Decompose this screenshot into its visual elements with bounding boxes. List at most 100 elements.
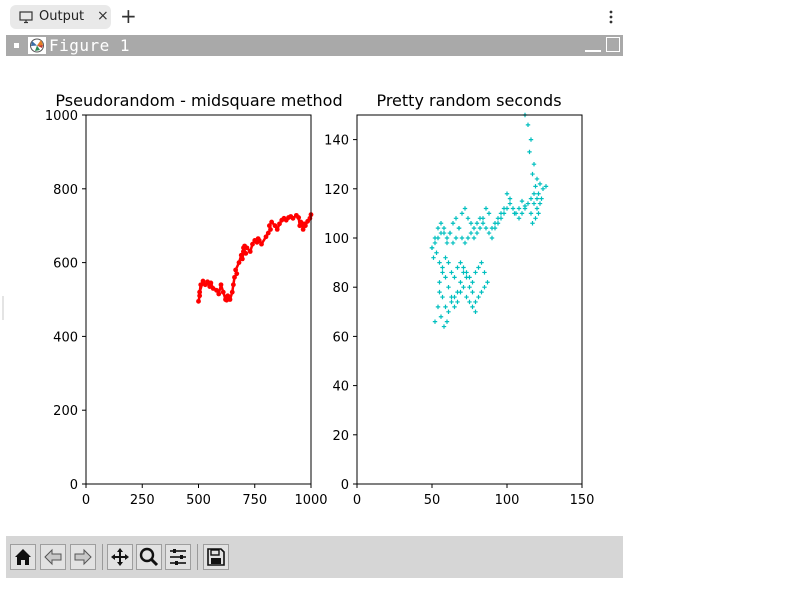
configure-subplots-button[interactable] <box>165 544 191 570</box>
back-arrow-icon <box>44 548 62 566</box>
data-point <box>431 255 436 260</box>
plot-series-group <box>429 112 549 329</box>
data-point <box>197 293 203 299</box>
data-point <box>437 289 442 295</box>
pan-icon <box>111 548 129 566</box>
data-point <box>446 285 451 290</box>
data-point <box>473 270 478 275</box>
data-point <box>437 280 442 285</box>
resize-handle[interactable] <box>2 296 4 320</box>
data-point <box>477 216 483 221</box>
data-point <box>531 201 537 206</box>
data-point <box>434 250 439 255</box>
data-point <box>214 287 219 293</box>
data-point <box>444 235 450 241</box>
data-point <box>247 249 253 254</box>
data-point <box>290 215 296 221</box>
toolbar-separator <box>102 544 103 570</box>
chart-title: Pretty random seconds <box>376 91 561 110</box>
data-point <box>525 122 531 128</box>
matplotlib-logo-icon <box>28 37 46 54</box>
data-point <box>498 216 504 221</box>
data-point <box>464 294 469 300</box>
data-point <box>534 176 540 182</box>
data-point <box>462 206 468 211</box>
data-point <box>501 211 507 216</box>
data-point <box>437 260 442 265</box>
window-titlebar[interactable]: Figure 1 <box>6 35 623 56</box>
back-button[interactable] <box>40 544 66 570</box>
x-tick-label: 0 <box>353 493 361 508</box>
data-point <box>528 196 534 201</box>
new-tab-button[interactable]: + <box>120 4 137 28</box>
data-point <box>482 270 487 275</box>
data-point <box>519 198 525 204</box>
data-point <box>440 265 445 270</box>
maximize-icon[interactable] <box>606 37 620 52</box>
zoom-button[interactable] <box>136 544 162 570</box>
data-point <box>530 171 535 177</box>
data-point <box>467 285 472 290</box>
y-tick-label: 200 <box>53 404 78 419</box>
data-point <box>274 226 280 232</box>
data-point <box>476 265 481 270</box>
tab-output[interactable]: Output × <box>10 5 111 29</box>
data-point <box>533 216 538 221</box>
data-point <box>197 289 203 295</box>
forward-button[interactable] <box>70 544 96 570</box>
data-point <box>536 211 541 216</box>
figure-canvas[interactable]: Pseudorandom - midsquare method 0 250 500 7… <box>6 56 623 536</box>
data-point <box>486 211 492 216</box>
data-point <box>461 265 466 270</box>
y-tick-label: 0 <box>70 478 78 493</box>
y-tick-label: 100 <box>324 232 349 247</box>
data-point <box>504 191 510 196</box>
data-point <box>458 280 463 285</box>
data-point <box>440 270 445 275</box>
data-point <box>534 196 540 201</box>
data-point <box>452 275 457 280</box>
data-point <box>234 271 240 277</box>
data-point <box>473 299 478 305</box>
data-point <box>458 260 463 265</box>
data-point <box>455 299 460 305</box>
data-point <box>470 304 475 310</box>
home-button[interactable] <box>10 544 36 570</box>
data-point <box>471 225 477 231</box>
minimize-icon[interactable] <box>585 50 601 52</box>
toolbar-separator <box>197 544 198 570</box>
y-tick-label: 120 <box>324 183 349 198</box>
configure-subplots-icon <box>170 549 186 565</box>
x-tick-label: 750 <box>242 493 267 508</box>
forward-arrow-icon <box>74 548 92 566</box>
y-tick-label: 1000 <box>45 109 78 124</box>
more-options-icon[interactable] <box>606 8 616 26</box>
pan-button[interactable] <box>107 544 133 570</box>
monitor-icon <box>19 11 33 24</box>
data-point <box>474 221 480 226</box>
close-tab-icon[interactable]: × <box>97 8 109 24</box>
data-point <box>453 235 459 241</box>
data-point <box>241 249 246 254</box>
save-button[interactable] <box>203 544 229 570</box>
data-point <box>492 225 498 231</box>
data-point <box>479 289 484 295</box>
data-point <box>198 282 204 288</box>
data-point <box>230 282 236 288</box>
data-point <box>208 280 214 286</box>
data-point <box>468 230 474 236</box>
data-point <box>438 221 444 226</box>
x-tick-label: 500 <box>186 493 211 508</box>
data-point <box>531 162 537 167</box>
y-tick-label: 40 <box>332 380 349 395</box>
data-point <box>196 298 201 304</box>
data-point <box>507 201 513 206</box>
data-point <box>456 225 462 231</box>
data-point <box>302 223 308 229</box>
data-point <box>510 206 516 211</box>
window-menu-icon[interactable] <box>14 43 19 48</box>
data-point <box>277 221 282 227</box>
data-point <box>266 223 272 229</box>
data-point <box>300 226 306 232</box>
data-point <box>528 211 534 216</box>
